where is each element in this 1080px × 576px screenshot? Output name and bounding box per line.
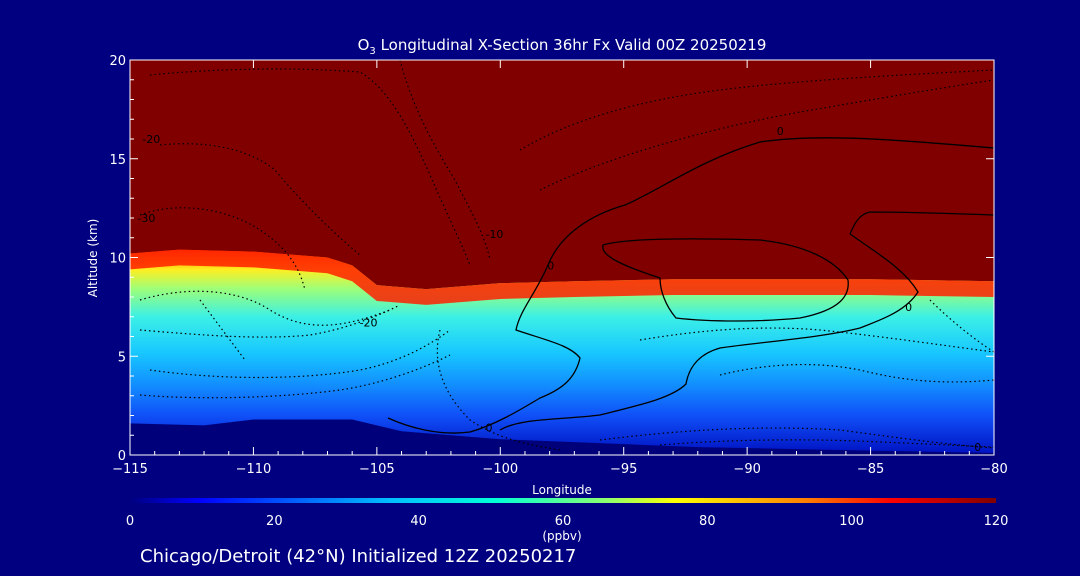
- colorbar-tick-label: 100: [839, 514, 864, 529]
- chart-title: O3 Longitudinal X-Section 36hr Fx Valid …: [358, 36, 767, 57]
- solid-contour-0: [547, 137, 994, 266]
- colorbar-tick-label: 120: [984, 514, 1009, 529]
- dotted-contour-4: [159, 143, 361, 256]
- contour-lines: [139, 60, 994, 451]
- dotted-contour-2: [519, 69, 994, 151]
- stratosphere-region: [130, 60, 994, 290]
- colorbar-ramp: [130, 498, 996, 503]
- chart-title-rest: Longitudinal X-Section 36hr Fx Valid 00Z…: [376, 36, 767, 54]
- y-tick-label: 5: [118, 350, 126, 365]
- x-tick-label: −85: [857, 462, 884, 477]
- x-tick-label: −100: [482, 462, 518, 477]
- colorbar-tick-label: 40: [410, 514, 427, 529]
- contour-label-8: 0: [485, 421, 492, 434]
- dotted-contour-3: [539, 79, 994, 191]
- x-tick-label: −80: [980, 462, 1007, 477]
- contour-label-6: 0: [777, 125, 784, 138]
- y-tick-label: 0: [118, 449, 126, 464]
- x-tick-label: −95: [610, 462, 637, 477]
- contour-label-2: -20: [360, 317, 378, 330]
- plot-area: -20 -30 -20 -10 -10 0 0 0 0 0: [130, 50, 994, 455]
- solid-contour-4: [499, 233, 919, 431]
- solid-contour-3: [849, 211, 994, 235]
- dotted-contour-15: [199, 299, 246, 361]
- x-tick-label: −110: [236, 462, 272, 477]
- x-tick-label: −115: [112, 462, 148, 477]
- y-axis: 0 5 10 15 20: [109, 54, 994, 464]
- terrain-region: [130, 419, 994, 455]
- y-tick-label: 20: [109, 54, 126, 69]
- colorbar: 0 20 40 60 80 100 120 (ppbv): [126, 498, 1009, 543]
- dotted-contour-13: [719, 363, 994, 383]
- x-axis-label: Longitude: [532, 483, 592, 497]
- x-tick-label: −90: [733, 462, 760, 477]
- run-label: Chicago/Detroit (42°N) Initialized 12Z 2…: [140, 546, 576, 567]
- colorbar-ticks: 0 20 40 60 80 100 120: [126, 514, 1009, 529]
- chart-title-subscript: 3: [369, 46, 375, 57]
- contour-label-3: -10: [485, 228, 503, 241]
- solid-contour-2: [602, 238, 849, 322]
- x-tick-label: −105: [359, 462, 395, 477]
- dotted-contour-10: [436, 329, 561, 451]
- colorbar-label: (ppbv): [542, 529, 581, 543]
- dotted-contour-14: [639, 327, 994, 353]
- dotted-contour-11: [599, 427, 994, 449]
- dotted-contour-7: [139, 304, 401, 338]
- colorbar-tick-label: 80: [699, 514, 716, 529]
- colorbar-tick-label: 20: [266, 514, 283, 529]
- dotted-contour-8: [149, 329, 451, 379]
- y-axis-label: Altitude (km): [86, 219, 100, 298]
- contour-labels: -20 -30 -20 -10 -10 0 0 0 0 0: [137, 50, 981, 454]
- contour-label-9: 0: [974, 441, 981, 454]
- contour-label-0: -20: [142, 133, 160, 146]
- solid-contour-1: [387, 264, 581, 434]
- contour-label-1: -30: [137, 212, 155, 225]
- contour-label-7: 0: [905, 301, 912, 314]
- x-axis: −115 −110 −105 −100 −95 −90 −85 −80: [112, 60, 1008, 477]
- tropopause-gradient-band: [130, 249, 994, 305]
- colorbar-tick-label: 60: [555, 514, 572, 529]
- y-tick-label: 10: [109, 252, 126, 267]
- contour-label-4: -10: [888, 50, 906, 63]
- field-layers: [130, 60, 994, 455]
- contour-label-5: 0: [547, 259, 554, 272]
- dotted-contour-6: [139, 290, 391, 326]
- colorbar-tick-label: 0: [126, 514, 134, 529]
- y-tick-label: 15: [109, 153, 126, 168]
